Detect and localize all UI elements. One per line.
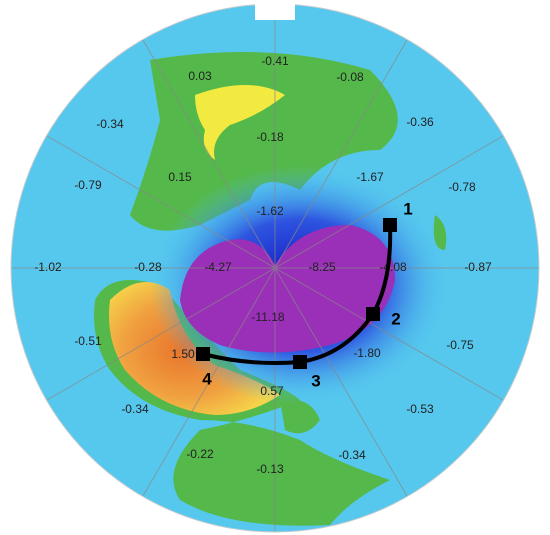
- zone-value: -11.18: [251, 310, 284, 324]
- point-marker: [366, 307, 380, 321]
- path-points: [196, 218, 397, 369]
- zone-value: -0.34: [121, 402, 149, 416]
- zone-value: -0.75: [446, 338, 474, 352]
- zone-value: -4.27: [204, 260, 232, 274]
- zone-value: -8.25: [308, 260, 336, 274]
- notch: [255, 0, 295, 20]
- point-marker: [293, 355, 307, 369]
- zone-value: -4.08: [379, 260, 407, 274]
- zone-value: -1.80: [353, 346, 381, 360]
- zone-value: 1.50: [171, 347, 195, 361]
- zone-value: -0.13: [256, 462, 284, 476]
- zone-value: -0.34: [338, 448, 366, 462]
- zone-value: -0.34: [96, 117, 124, 131]
- zone-value: -0.28: [134, 260, 162, 274]
- point-label: 3: [311, 371, 320, 390]
- zone-value: 0.03: [188, 69, 212, 83]
- zone-value: 0.57: [260, 384, 284, 398]
- zone-value: -0.53: [406, 402, 434, 416]
- zone-value: -0.51: [74, 334, 102, 348]
- point-marker: [196, 347, 210, 361]
- yellow-zone: [195, 85, 285, 160]
- green-zone: [280, 399, 320, 434]
- point-label: 2: [391, 309, 400, 328]
- zone-value: -0.22: [186, 447, 214, 461]
- zone-value: -0.78: [448, 180, 476, 194]
- zone-value: -1.62: [256, 204, 284, 218]
- zone-value: -1.67: [356, 170, 384, 184]
- zone-value: 0.15: [168, 170, 192, 184]
- point-label: 1: [403, 199, 412, 218]
- point-label: 4: [202, 369, 212, 388]
- zone-value: -0.08: [336, 70, 364, 84]
- zone-values: -0.41 0.03 -0.08 -0.34 -0.18 -0.36 0.15 …: [34, 54, 492, 476]
- zone-value: -0.41: [261, 54, 289, 68]
- meridians: [11, 4, 539, 532]
- zone-value: -0.79: [74, 178, 102, 192]
- zone-value: -0.36: [406, 115, 434, 129]
- zone-value: -1.02: [34, 260, 62, 274]
- measurement-path: [202, 224, 393, 365]
- point-marker: [383, 218, 397, 232]
- zone-value: -0.87: [464, 260, 492, 274]
- zone-value: -0.18: [256, 130, 284, 144]
